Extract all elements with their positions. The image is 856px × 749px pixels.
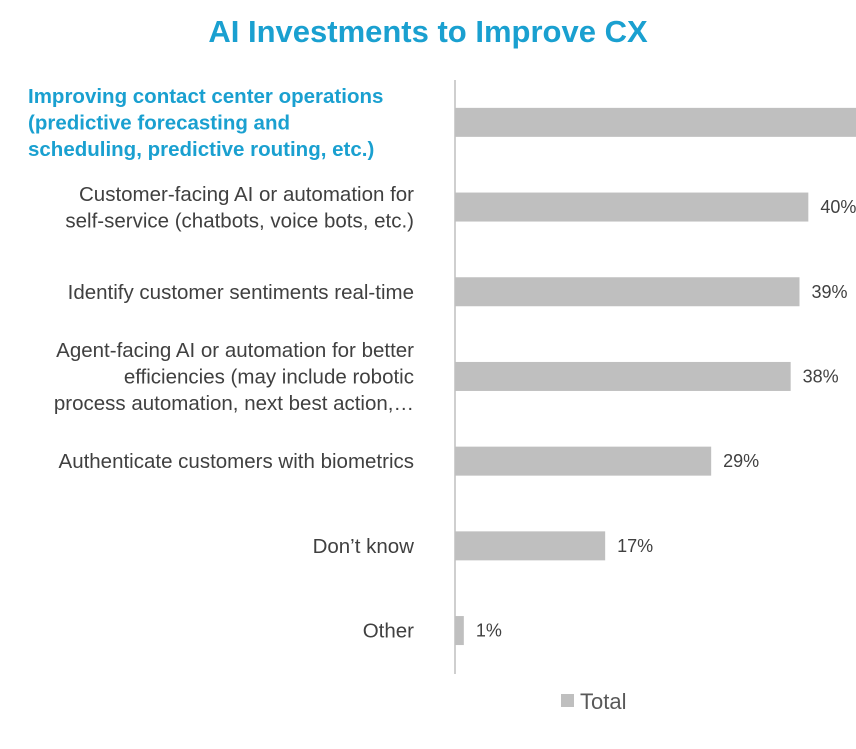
bar-4 [455,361,791,391]
data-labels: 52%40%39%38%29%17%1% [476,197,856,641]
category-label-6: Don’t know [313,535,415,558]
category-label-4-line-3: process automation, next best action,… [54,392,414,415]
category-label-3-line-1: Identify customer sentiments real-time [68,281,414,304]
data-label-4: 38% [803,366,839,386]
category-label-5-line-1: Authenticate customers with biometrics [59,450,414,473]
data-label-5: 29% [723,451,759,471]
category-label-1: Improving contact center operations (pred… [28,85,383,161]
category-label-1-line-3: scheduling, predictive routing, etc.) [28,138,374,161]
bar-2 [455,192,809,222]
data-label-2: 40% [820,197,856,217]
category-label-7: Other [363,620,414,643]
category-labels: Improving contact center operations (pred… [28,85,414,643]
bar-3 [455,277,800,307]
bars [455,107,856,646]
bar-5 [455,446,712,476]
legend-swatch [561,694,574,707]
bar-7 [455,616,464,646]
category-label-4: Agent-facing AI or automation for better… [54,339,414,415]
bar-1 [455,107,856,137]
legend: Total [561,689,626,714]
legend-label-total: Total [580,689,626,714]
data-label-6: 17% [617,536,653,556]
category-label-2-line-2: self-service (chatbots, voice bots, etc.… [65,209,414,232]
bar-6 [455,531,606,561]
category-label-2: Customer-facing AI or automation for self… [65,183,414,233]
data-label-3: 39% [812,282,848,302]
category-label-4-line-2: efficiencies (may include robotic [124,365,414,388]
category-label-2-line-1: Customer-facing AI or automation for [79,183,414,206]
category-label-5: Authenticate customers with biometrics [59,450,414,473]
category-label-6-line-1: Don’t know [313,535,415,558]
category-label-4-line-1: Agent-facing AI or automation for better [56,339,414,362]
category-label-1-line-1: Improving contact center operations [28,85,383,108]
category-label-1-line-2: (predictive forecasting and [28,111,290,134]
category-label-7-line-1: Other [363,620,414,643]
data-label-7: 1% [476,621,502,641]
chart-title: AI Investments to Improve CX [208,14,648,49]
category-label-3: Identify customer sentiments real-time [68,281,414,304]
